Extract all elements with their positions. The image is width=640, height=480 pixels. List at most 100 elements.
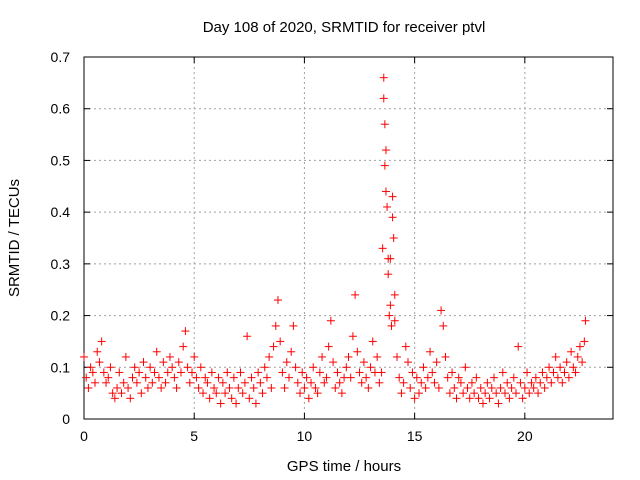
data-point [240,378,249,387]
data-point [238,389,247,398]
data-point [478,399,487,408]
data-point [357,378,366,387]
data-point [496,383,505,392]
data-point [154,373,163,382]
data-point [260,363,269,372]
data-point [452,394,461,403]
data-point [113,383,122,392]
data-point [95,358,104,367]
data-point [386,254,395,263]
y-tick-label: 0.5 [51,152,71,168]
data-point [329,358,338,367]
data-point [148,378,157,387]
data-point [348,332,357,341]
data-point [527,378,536,387]
plot-frame [83,56,614,420]
data-point [273,296,282,305]
data-series [80,73,590,408]
data-point [309,363,318,372]
x-tick-label: 20 [517,428,533,444]
data-point [571,368,580,377]
x-axis-label: GPS time / hours [287,458,401,475]
data-point [534,389,543,398]
data-point [423,373,432,382]
data-point [383,202,392,211]
data-point [304,394,313,403]
data-point [415,389,424,398]
data-point [389,234,398,242]
data-point [399,378,408,387]
data-point [181,327,190,336]
data-point [157,383,166,392]
data-point [523,368,532,377]
data-point [278,368,287,377]
data-point [276,337,285,346]
data-point [311,383,320,392]
data-point [296,389,305,398]
data-point [417,378,426,387]
data-point [190,352,199,361]
data-point [254,368,263,377]
data-point [575,342,584,351]
data-point [218,378,227,387]
data-point [428,368,437,377]
data-point [227,394,236,403]
data-point [82,373,91,382]
data-point [161,378,170,387]
data-point [531,373,540,382]
data-point [503,378,512,387]
data-point [562,358,571,367]
data-point [445,389,454,398]
data-point [141,373,150,382]
data-point [130,363,139,372]
data-point [385,311,394,320]
data-point [331,383,340,392]
data-point [194,383,203,392]
data-point [172,383,181,392]
data-point [185,378,194,387]
data-point [465,394,474,403]
data-point [205,394,214,403]
data-point [362,373,371,382]
data-point [302,373,311,382]
data-point [573,352,582,361]
data-point [351,290,360,299]
data-point [404,358,413,367]
data-point [443,373,452,382]
data-point [567,347,576,356]
data-point [196,363,205,372]
data-point [106,363,115,372]
data-point [545,363,554,372]
data-point [210,383,219,392]
data-point [432,358,441,367]
data-point [232,399,241,408]
data-point [470,389,479,398]
data-point [188,368,197,377]
data-point [518,394,527,403]
data-point [121,352,130,361]
x-tick-label: 10 [297,428,313,444]
data-point [262,373,271,382]
data-point [229,373,238,382]
data-point [135,368,144,377]
data-point [225,383,234,392]
data-point [366,363,375,372]
data-point [390,316,399,325]
data-point [485,394,494,403]
data-point [174,358,183,367]
data-point [247,373,256,382]
data-point [421,383,430,392]
data-point [364,383,373,392]
y-tick-label: 0.1 [51,359,71,375]
data-point [258,389,267,398]
data-point [476,383,485,392]
data-point [243,332,252,341]
data-point [342,363,351,372]
x-tick-label: 0 [80,428,88,444]
data-point [212,389,221,398]
data-point [346,373,355,382]
data-point [494,399,503,408]
tick-layer: 0 5 10 15 20 0 0.1 0.2 0.3 0.4 0.5 0.6 0.7 [51,49,613,444]
data-point [408,368,417,377]
